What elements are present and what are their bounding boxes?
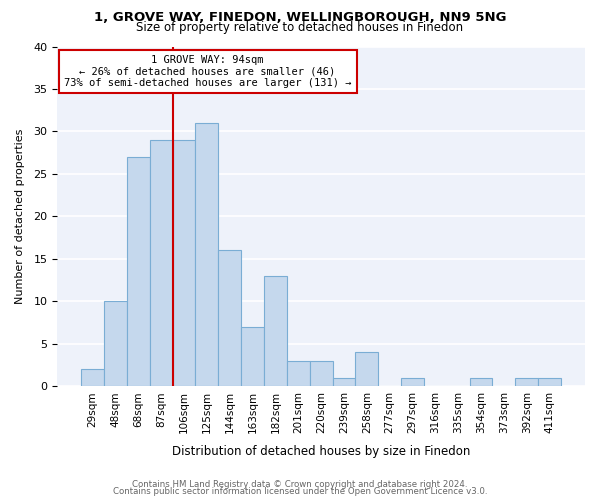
Bar bbox=[538, 378, 561, 386]
Bar bbox=[218, 250, 241, 386]
Bar bbox=[332, 378, 355, 386]
Bar bbox=[401, 378, 424, 386]
Bar bbox=[355, 352, 378, 386]
Bar bbox=[470, 378, 493, 386]
Bar bbox=[150, 140, 173, 386]
Bar bbox=[196, 123, 218, 386]
Text: Size of property relative to detached houses in Finedon: Size of property relative to detached ho… bbox=[136, 22, 464, 35]
Text: 1 GROVE WAY: 94sqm
← 26% of detached houses are smaller (46)
73% of semi-detache: 1 GROVE WAY: 94sqm ← 26% of detached hou… bbox=[64, 55, 352, 88]
Bar bbox=[310, 361, 332, 386]
Text: 1, GROVE WAY, FINEDON, WELLINGBOROUGH, NN9 5NG: 1, GROVE WAY, FINEDON, WELLINGBOROUGH, N… bbox=[94, 11, 506, 24]
Bar bbox=[241, 327, 264, 386]
Bar bbox=[81, 370, 104, 386]
Text: Contains public sector information licensed under the Open Government Licence v3: Contains public sector information licen… bbox=[113, 487, 487, 496]
Bar bbox=[173, 140, 196, 386]
Bar bbox=[515, 378, 538, 386]
Bar bbox=[287, 361, 310, 386]
Y-axis label: Number of detached properties: Number of detached properties bbox=[15, 129, 25, 304]
Text: Contains HM Land Registry data © Crown copyright and database right 2024.: Contains HM Land Registry data © Crown c… bbox=[132, 480, 468, 489]
Bar bbox=[127, 157, 150, 386]
Bar bbox=[264, 276, 287, 386]
Bar bbox=[104, 302, 127, 386]
X-axis label: Distribution of detached houses by size in Finedon: Distribution of detached houses by size … bbox=[172, 444, 470, 458]
